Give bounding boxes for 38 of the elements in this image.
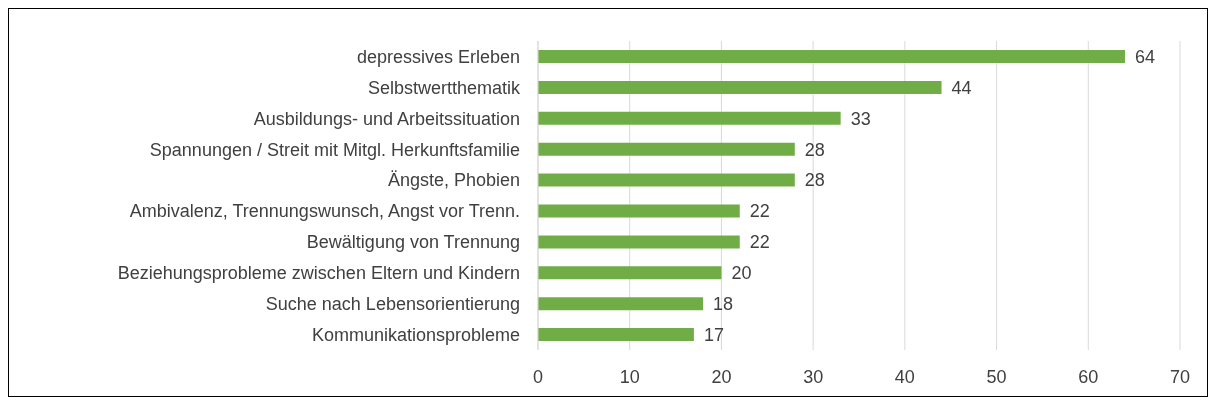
- bar: [538, 204, 740, 218]
- y-tick-label: Kommunikationsprobleme: [311, 324, 520, 345]
- y-tick-label: Selbstwertthematik: [367, 77, 521, 98]
- data-label: 22: [749, 232, 770, 253]
- data-label: 64: [1134, 46, 1155, 67]
- data-label: 18: [713, 294, 734, 315]
- y-tick-label: Ausbildungs- und Arbeitssituation: [253, 108, 520, 129]
- bar: [538, 235, 740, 249]
- bar: [538, 297, 704, 311]
- y-tick-label: Spannungen / Streit mit Mitgl. Herkunftsfamilie: [149, 139, 520, 160]
- x-tick-label: 60: [1078, 366, 1099, 387]
- y-tick-label: Suche nach Lebensorientierung: [265, 294, 520, 315]
- y-tick-label: depressives Erleben: [356, 46, 520, 67]
- x-tick-label: 30: [803, 366, 824, 387]
- bar: [538, 111, 841, 125]
- x-tick-label: 20: [711, 366, 732, 387]
- y-tick-label: Beziehungsprobleme zwischen Eltern und Kindern: [117, 263, 520, 284]
- data-label: 22: [749, 201, 770, 222]
- bar: [538, 142, 795, 156]
- data-label: 28: [804, 170, 825, 191]
- y-tick-label: Ambivalenz, Trennungswunsch, Angst vor Trenn.: [129, 201, 520, 222]
- data-label: 44: [951, 77, 972, 98]
- data-label: 33: [850, 108, 871, 129]
- data-label: 20: [731, 263, 752, 284]
- x-tick-label: 70: [1169, 366, 1191, 387]
- x-tick-label: 0: [532, 366, 544, 387]
- bar: [538, 50, 1125, 63]
- y-tick-label: Ängste, Phobien: [387, 170, 520, 191]
- data-label: 17: [703, 324, 724, 345]
- y-tick-label: Bewältigung von Trennung: [306, 232, 520, 253]
- bar: [538, 266, 722, 280]
- data-label: 28: [804, 139, 825, 160]
- bar: [538, 80, 942, 94]
- bar: [538, 173, 795, 187]
- bar: [538, 328, 694, 342]
- x-tick-label: 50: [986, 366, 1007, 387]
- x-tick-label: 10: [619, 366, 640, 387]
- x-tick-label: 40: [894, 366, 915, 387]
